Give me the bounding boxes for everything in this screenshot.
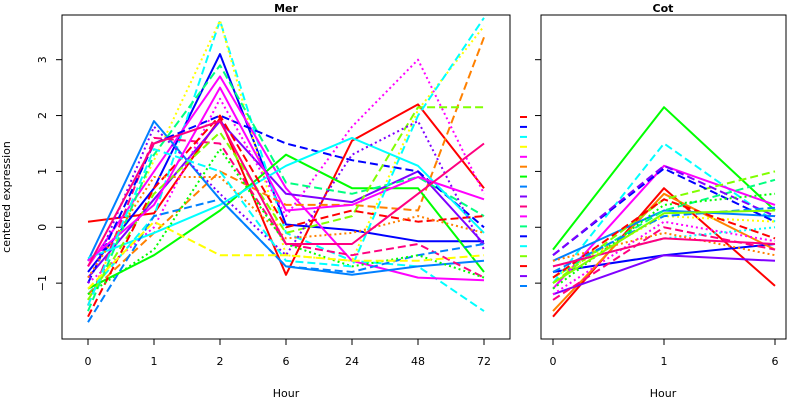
x-tick-label: 6 <box>772 355 779 368</box>
x-tick-label: 0 <box>85 355 92 368</box>
series-line <box>87 103 485 276</box>
series-line <box>552 254 776 296</box>
series-line <box>87 220 485 290</box>
panel-mer-xlabel: Hour <box>273 387 300 400</box>
series-line <box>87 58 485 284</box>
series-line <box>552 164 776 290</box>
panel-cot-title: Cot <box>653 2 674 15</box>
series-line <box>87 120 485 267</box>
series-line <box>87 120 485 276</box>
panel-mer-frame <box>61 14 511 340</box>
x-tick-label: 0 <box>550 355 557 368</box>
series-line <box>87 153 485 290</box>
y-tick-label: 3 <box>36 56 49 63</box>
x-tick-label: 1 <box>661 355 668 368</box>
series-line <box>87 198 485 323</box>
series-line <box>552 209 776 262</box>
series-line <box>552 209 776 284</box>
panel-cot-frame <box>540 14 787 340</box>
series-line <box>552 167 776 256</box>
panel-mer-y-ticks: −1 0 1 2 3 <box>36 56 62 291</box>
series-line <box>87 86 485 262</box>
series-line <box>87 136 485 259</box>
y-tick-label: 0 <box>36 224 49 231</box>
series-line <box>87 106 484 301</box>
series-line <box>87 17 485 306</box>
series-line <box>552 142 776 284</box>
x-tick-label: 2 <box>217 355 224 368</box>
x-tick-label: 6 <box>283 355 290 368</box>
panel-mer-ylabel: centered expression <box>0 141 13 253</box>
series-line <box>87 75 485 282</box>
series-line <box>552 178 776 279</box>
panel-cot-y-ticks <box>535 59 541 284</box>
panel-mer-title: Mer <box>274 2 298 15</box>
panel-cot-x-ticks: 0 1 6 <box>550 339 779 368</box>
x-tick-label: 48 <box>411 355 425 368</box>
x-tick-label: 72 <box>477 355 491 368</box>
panel-cot-xlabel: Hour <box>650 387 677 400</box>
panel-mer-series <box>87 17 485 323</box>
series-line <box>87 64 485 312</box>
series-line <box>87 114 485 318</box>
series-line <box>552 237 776 268</box>
panel-mer-x-ticks: 0 1 2 6 24 48 72 <box>85 339 491 368</box>
x-tick-label: 1 <box>151 355 158 368</box>
y-tick-label: 1 <box>36 168 49 175</box>
series-line <box>87 114 485 284</box>
panel-mer: Mer Hour centered expression 0 1 2 6 24 48 72 … <box>0 2 511 400</box>
panel-cot: Cot Hour 0 1 6 <box>535 2 787 400</box>
series-line <box>552 106 776 251</box>
color-key <box>520 116 527 287</box>
x-tick-label: 24 <box>345 355 359 368</box>
y-tick-label: −1 <box>36 275 49 291</box>
series-line <box>87 136 485 306</box>
panel-cot-series <box>552 106 776 318</box>
series-line <box>552 164 776 256</box>
series-line <box>552 192 776 312</box>
series-line <box>87 176 485 279</box>
series-line <box>552 198 776 279</box>
series-line <box>552 187 776 318</box>
y-tick-label: 2 <box>36 112 49 119</box>
